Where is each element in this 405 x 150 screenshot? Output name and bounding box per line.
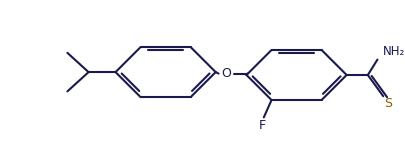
Text: F: F xyxy=(258,118,265,132)
Text: S: S xyxy=(383,97,391,110)
Text: O: O xyxy=(221,67,230,80)
Text: NH₂: NH₂ xyxy=(382,45,405,58)
